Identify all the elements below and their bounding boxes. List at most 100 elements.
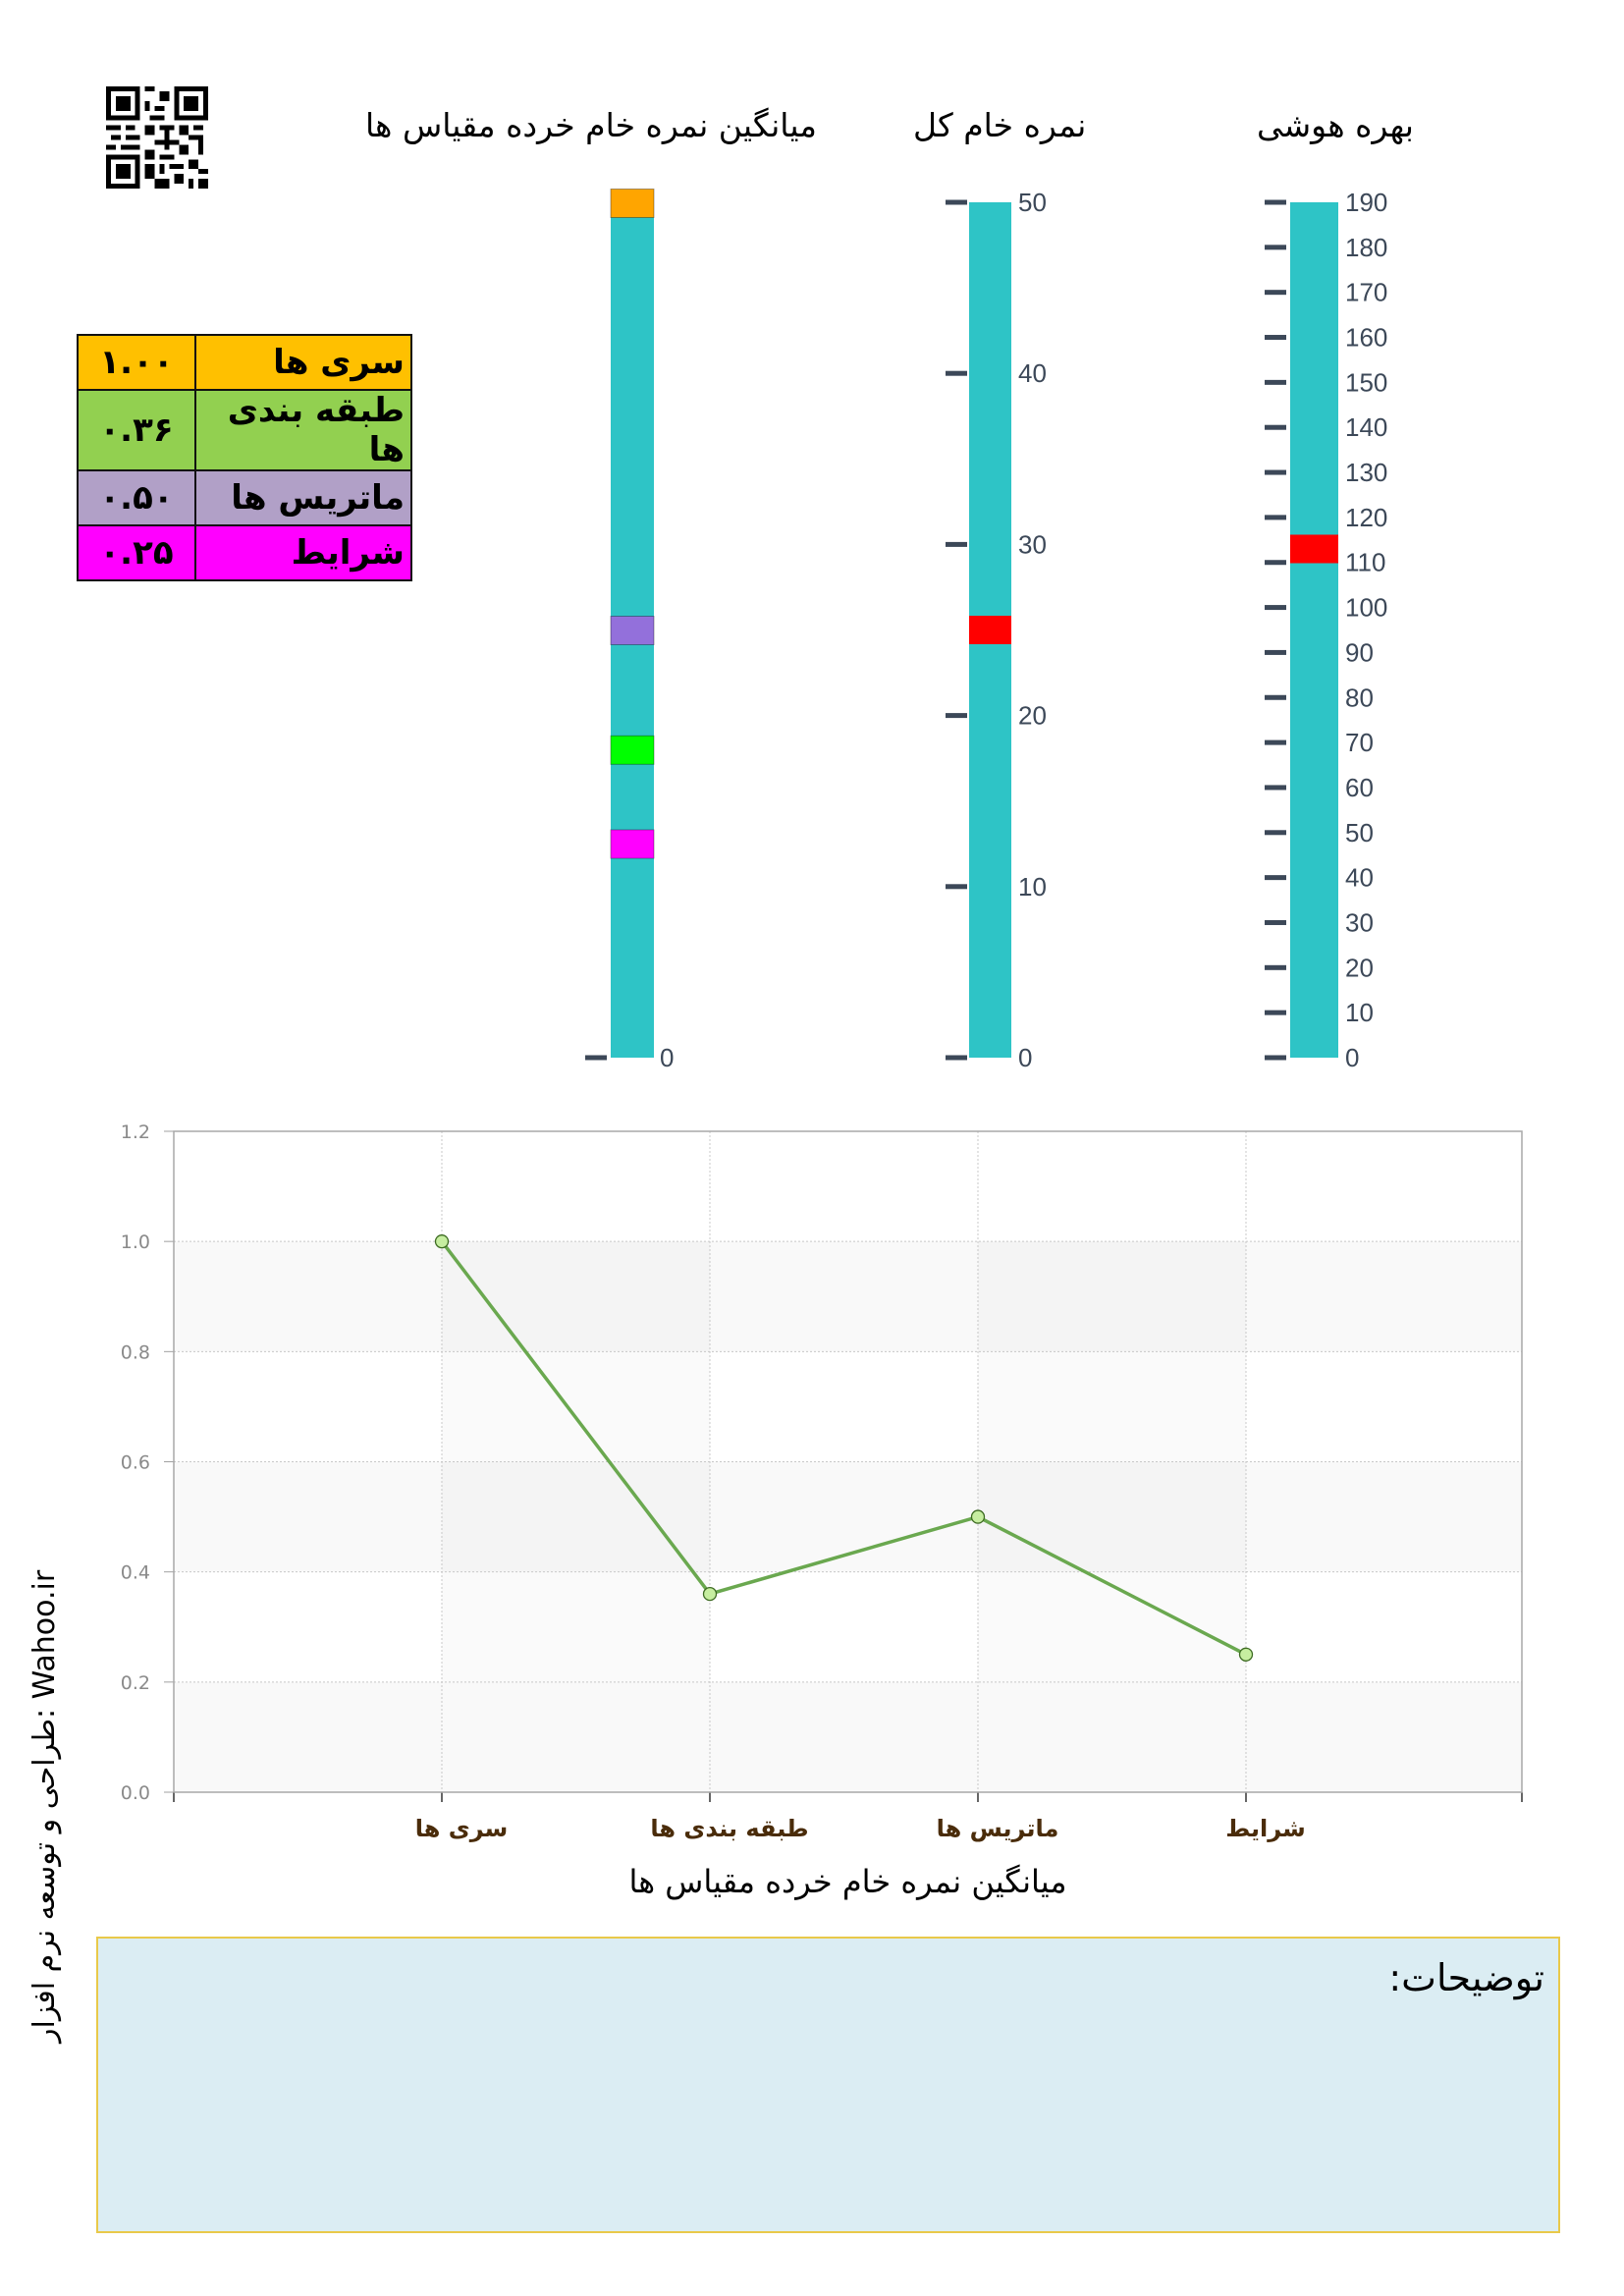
gauge-tick xyxy=(1265,1055,1286,1061)
plot-frame xyxy=(173,1130,1523,1793)
gauge-tick xyxy=(1265,424,1286,430)
gauge-tick xyxy=(585,1055,607,1061)
gauge-tick xyxy=(1265,605,1286,611)
gauge-tick xyxy=(1265,379,1286,385)
gauge-tick xyxy=(1265,739,1286,745)
x-tick-label: شرایط xyxy=(1225,1815,1305,1842)
gauge-tick-label: 40 xyxy=(1018,358,1047,388)
data-point xyxy=(702,1586,718,1602)
gauge-marker xyxy=(610,616,655,645)
gauge-tick-label: 10 xyxy=(1018,872,1047,902)
summary-table: سری ها ۱.۰۰ طبقه بندی ها ۰.۳۶ ماتریس ها ۰.۵۰ ش… xyxy=(77,334,412,581)
gauge-tick xyxy=(946,884,967,890)
gauge-tick-label: 30 xyxy=(1018,529,1047,559)
gauge-tick xyxy=(946,199,967,205)
gauge-tick xyxy=(946,713,967,719)
grid-band xyxy=(174,1681,1522,1792)
gauge-marker xyxy=(969,616,1011,644)
x-tick-label: ماتریس ها xyxy=(937,1815,1059,1842)
y-tick-label: 0.8 xyxy=(121,1341,150,1363)
summary-row: طبقه بندی ها ۰.۳۶ xyxy=(77,389,412,471)
gauge-tick xyxy=(1265,785,1286,791)
gauge-tick xyxy=(1265,335,1286,341)
summary-row: شرایط ۰.۲۵ xyxy=(77,524,412,581)
data-point xyxy=(1238,1647,1254,1662)
y-tick-label: 0.0 xyxy=(121,1782,150,1804)
gauge-tick-label: 30 xyxy=(1345,907,1374,937)
summary-row: سری ها ۱.۰۰ xyxy=(77,334,412,391)
summary-label: سری ها xyxy=(194,334,412,391)
grid-band xyxy=(442,1241,710,1682)
gauge-marker xyxy=(1290,534,1338,564)
gauge-2: 0 10 20 30 40 50 60 70 80 90 100 110 120 130 140 150 160… xyxy=(1265,188,1387,1072)
notes-box[interactable]: توضیحات: xyxy=(96,1937,1560,2233)
gauge-tick-label: 160 xyxy=(1345,323,1387,353)
gauge-tick-label: 100 xyxy=(1345,593,1387,623)
gauge-tick xyxy=(1265,199,1286,205)
summary-value: ۰.۵۰ xyxy=(77,469,196,526)
data-point xyxy=(970,1509,986,1524)
gauge-tick-label: 180 xyxy=(1345,233,1387,262)
gauge-tick xyxy=(1265,290,1286,296)
plot-background xyxy=(164,1130,1523,1802)
gauge-tick xyxy=(1265,964,1286,970)
gauge-tick-label: 130 xyxy=(1345,458,1387,487)
gauge-tick xyxy=(946,1055,967,1061)
gauge-tick-label: 50 xyxy=(1345,818,1374,847)
gauge-0: 0 xyxy=(585,189,674,1072)
series-line xyxy=(440,1240,1247,1657)
grid-band xyxy=(978,1241,1246,1682)
y-tick-label: 1.0 xyxy=(121,1231,150,1253)
gauge-tick xyxy=(946,370,967,376)
gauge-tick xyxy=(1265,919,1286,925)
gauge-tick-label: 60 xyxy=(1345,773,1374,802)
gauge-tick-label: 150 xyxy=(1345,367,1387,397)
gauge-tick xyxy=(1265,1010,1286,1015)
gauge-tick xyxy=(1265,245,1286,250)
gauge-tick-label: 190 xyxy=(1345,188,1387,217)
gauge-tick-label: 120 xyxy=(1345,503,1387,532)
summary-label: ماتریس ها xyxy=(194,469,412,526)
total-raw-score-title: نمره خام کل xyxy=(913,106,1087,144)
gauge-tick-label: 40 xyxy=(1345,863,1374,893)
gauge-tick xyxy=(1265,830,1286,836)
gauge-marker xyxy=(610,735,655,765)
gauge-tick xyxy=(946,541,967,547)
y-tick-label: 0.2 xyxy=(121,1672,150,1694)
grid-band xyxy=(174,1241,1522,1352)
summary-value: ۰.۳۶ xyxy=(77,389,196,471)
grid-band xyxy=(174,1461,1522,1572)
gauge-marker xyxy=(610,829,655,859)
summary-value: ۰.۲۵ xyxy=(77,524,196,581)
y-tick-label: 0.4 xyxy=(121,1562,150,1584)
y-tick-label: 0.6 xyxy=(121,1452,150,1474)
gauge-tick-label: 50 xyxy=(1018,188,1047,217)
x-axis-title: میانگین نمره خام خرده مقیاس ها xyxy=(628,1863,1067,1900)
gauge-tick-label: 10 xyxy=(1345,998,1374,1027)
gauge-tick-label: 170 xyxy=(1345,278,1387,307)
gauge-tick-label: 0 xyxy=(1018,1043,1032,1072)
gauge-tick xyxy=(1265,694,1286,700)
gauge-tick xyxy=(1265,515,1286,520)
gauge-tick-label: 140 xyxy=(1345,412,1387,442)
gauge-1: 0 10 20 30 40 50 xyxy=(946,188,1047,1072)
gauge-marker xyxy=(610,189,655,218)
gauge-tick-label: 80 xyxy=(1345,683,1374,712)
credit-text: طراحی و توسعه نرم افزار: Wahoo.ir xyxy=(27,1569,62,2043)
gauge-tick-label: 20 xyxy=(1345,953,1374,982)
gauge-tick xyxy=(1265,649,1286,655)
gauge-tick-label: 70 xyxy=(1345,728,1374,757)
summary-label: شرایط xyxy=(194,524,412,581)
qr-code-icon xyxy=(106,86,208,189)
gauge-tick-label: 0 xyxy=(660,1043,674,1072)
gauges: 0 0 10 20 30 40 50 0 10 20 30 40 50 60 70 80 90 100 110 120… xyxy=(585,188,1387,1072)
gauge-tick xyxy=(1265,875,1286,881)
y-tick-label: 1.2 xyxy=(121,1121,150,1143)
data-point xyxy=(434,1234,450,1249)
summary-label: طبقه بندی ها xyxy=(194,389,412,471)
x-tick-label: طبقه بندی ها xyxy=(650,1815,808,1842)
gauge-tick xyxy=(1265,469,1286,475)
gauge-tick-label: 110 xyxy=(1345,548,1385,577)
summary-value: ۱.۰۰ xyxy=(77,334,196,391)
notes-title: توضیحات: xyxy=(1388,1956,1544,1999)
